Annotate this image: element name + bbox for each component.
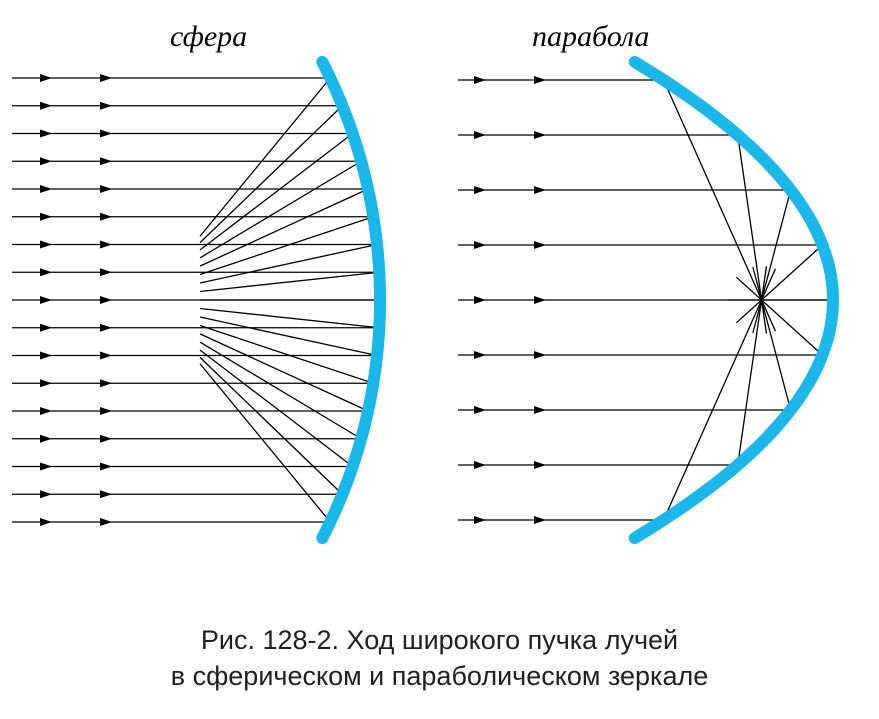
figure-caption: Рис. 128-2. Ход широкого пучка лучей в с…	[0, 622, 879, 695]
mirrors-svg	[0, 0, 879, 600]
title-sphere: сфера	[170, 20, 247, 54]
caption-line-2: в сферическом и параболическом зеркале	[171, 661, 709, 691]
caption-line-1: Рис. 128-2. Ход широкого пучка лучей	[201, 625, 678, 655]
sphere-rays	[12, 78, 380, 522]
title-parabola: парабола	[532, 20, 649, 54]
parabola-rays	[458, 80, 833, 520]
figure-container: { "canvas": { "width": 879, "height": 71…	[0, 0, 879, 719]
